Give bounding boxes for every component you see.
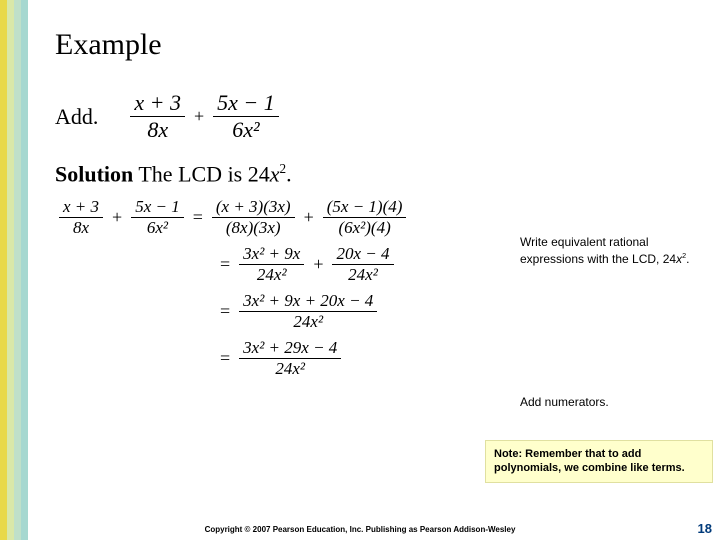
note-box: Note: Remember that to add polynomials, …	[485, 440, 713, 483]
equation-step-3: = 3x² + 9x + 20x − 4 24x²	[55, 291, 710, 332]
decorative-stripe	[0, 0, 28, 540]
slide-content: Example Add. x + 3 8x + 5x − 1 6x² Solut…	[55, 28, 710, 385]
equation-step-1: x + 3 8x + 5x − 1 6x² = (x + 3)(3x) (8x)…	[55, 197, 710, 238]
add-label: Add.	[55, 104, 98, 130]
slide-title: Example	[55, 28, 710, 62]
annotation-add-numerators: Add numerators.	[520, 395, 710, 411]
slide-number: 18	[698, 521, 712, 536]
problem-fraction-1: x + 3 8x	[130, 90, 185, 143]
problem-line: Add. x + 3 8x + 5x − 1 6x²	[55, 90, 710, 143]
copyright-text: Copyright © 2007 Pearson Education, Inc.…	[0, 525, 720, 534]
problem-fraction-2: 5x − 1 6x²	[213, 90, 279, 143]
solution-line: Solution The LCD is 24x2.	[55, 161, 710, 187]
annotation-lcd: Write equivalent rational expressions wi…	[520, 235, 710, 267]
equation-step-4: = 3x² + 29x − 4 24x²	[55, 338, 710, 379]
plus-op: +	[194, 106, 204, 127]
